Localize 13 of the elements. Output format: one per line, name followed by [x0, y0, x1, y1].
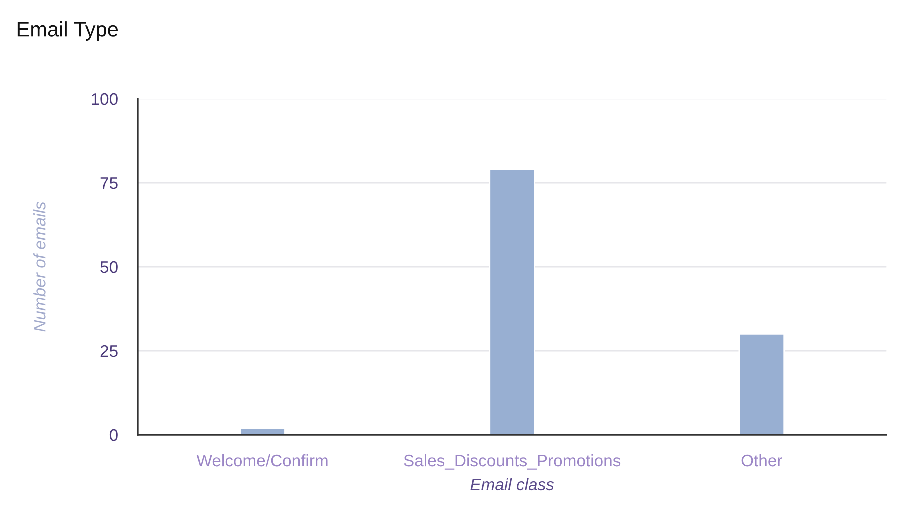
y-tick-label: 100	[92, 93, 118, 106]
x-tick-label: Welcome/Confirm	[196, 454, 328, 467]
y-tick-label: 25	[100, 345, 118, 358]
y-axis-title: Number of emails	[34, 202, 46, 332]
x-axis-title: Email class	[470, 478, 554, 491]
chart-title: Email Type	[18, 22, 118, 41]
x-tick-label: Other	[742, 454, 782, 467]
bar	[738, 334, 786, 436]
x-tick-label: Sales_Discounts_Promotions	[404, 454, 621, 470]
y-tick-label: 75	[100, 178, 118, 190]
bar	[489, 168, 536, 436]
y-tick-label: 0	[110, 429, 118, 442]
y-tick-label: 50	[100, 261, 118, 274]
